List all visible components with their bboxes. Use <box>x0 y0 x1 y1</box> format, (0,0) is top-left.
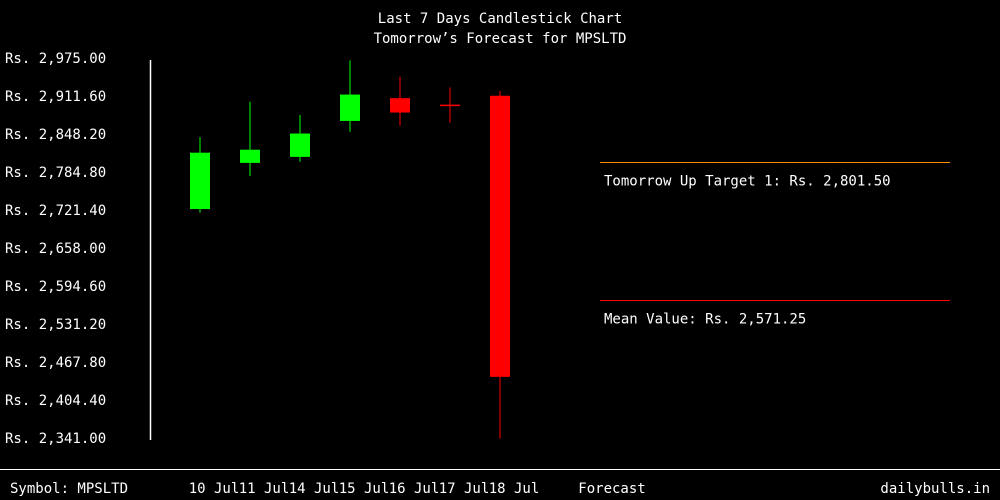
x-tick-label: 18 Jul <box>489 481 540 497</box>
candle-body <box>290 133 310 157</box>
y-tick-label: Rs. 2,467.80 <box>5 355 106 371</box>
chart-subtitle: Tomorrow’s Forecast for MPSLTD <box>374 31 627 47</box>
reference-label: Tomorrow Up Target 1: Rs. 2,801.50 <box>604 174 891 190</box>
y-tick-label: Rs. 2,531.20 <box>5 317 106 333</box>
y-tick-label: Rs. 2,911.60 <box>5 89 106 105</box>
y-tick-label: Rs. 2,721.40 <box>5 203 106 219</box>
candle-body <box>340 94 360 121</box>
reference-lines: Tomorrow Up Target 1: Rs. 2,801.50 Mean V… <box>600 162 950 328</box>
candles <box>190 60 510 439</box>
y-tick-label: Rs. 2,594.60 <box>5 279 106 295</box>
x-tick-label: 14 Jul <box>289 481 340 497</box>
candle-body <box>240 149 260 163</box>
x-tick-label: 11 Jul <box>239 481 290 497</box>
footer-symbol: Symbol: MPSLTD <box>10 481 128 497</box>
footer-site: dailybulls.in <box>880 481 990 497</box>
x-tick-label: 10 Jul <box>189 481 240 497</box>
y-tick-label: Rs. 2,784.80 <box>5 165 106 181</box>
y-tick-label: Rs. 2,975.00 <box>5 51 106 67</box>
y-axis-ticks: Rs. 2,975.00 Rs. 2,911.60 Rs. 2,848.20 Rs. … <box>5 51 106 447</box>
x-tick-label: 16 Jul <box>389 481 440 497</box>
y-tick-label: Rs. 2,658.00 <box>5 241 106 257</box>
chart-title: Last 7 Days Candlestick Chart <box>378 11 622 27</box>
candle-body <box>490 95 510 377</box>
footer-forecast: Forecast <box>578 481 645 497</box>
y-tick-label: Rs. 2,848.20 <box>5 127 106 143</box>
y-tick-label: Rs. 2,341.00 <box>5 431 106 447</box>
x-tick-label: 17 Jul <box>439 481 490 497</box>
reference-label: Mean Value: Rs. 2,571.25 <box>604 312 806 328</box>
candle-body <box>390 98 410 113</box>
x-axis-labels: 10 Jul 11 Jul 14 Jul 15 Jul 16 Jul 17 Jul 18 J… <box>189 481 540 497</box>
y-tick-label: Rs. 2,404.40 <box>5 393 106 409</box>
x-tick-label: 15 Jul <box>339 481 390 497</box>
candle-body <box>190 152 210 210</box>
